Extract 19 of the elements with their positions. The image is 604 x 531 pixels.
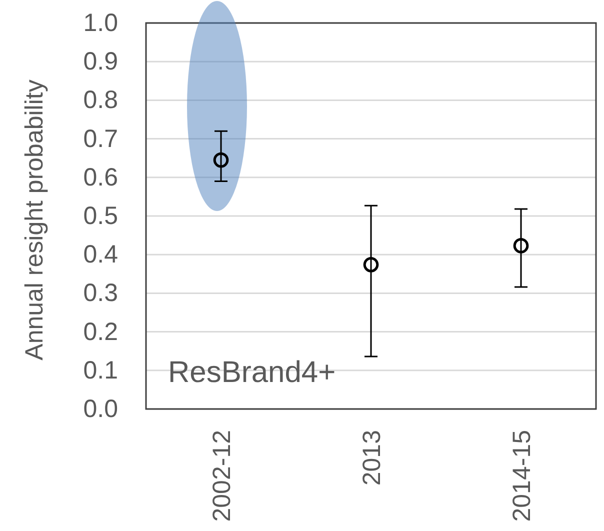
x-tick-label: 2014-15 [508,430,536,522]
y-tick-label: 0.1 [83,356,118,384]
point [363,256,379,272]
point [513,238,529,254]
y-tick-label: 0.0 [83,395,118,423]
y-axis-title: Annual resight probability [20,79,49,360]
annotation: ResBrand4+ [168,356,336,389]
y-tick-label: 1.0 [83,9,118,37]
x-tick-label: 2013 [358,430,386,486]
y-tick-label: 0.9 [83,48,118,76]
y-tick-label: 0.5 [83,202,118,230]
y-tick-label: 0.7 [83,124,118,153]
y-tick-label: 0.6 [83,163,118,192]
y-tick-label: 0.4 [83,240,118,269]
x-tick-label: 2002-12 [208,430,236,522]
y-tick-label: 0.3 [83,279,118,308]
point [213,152,229,168]
y-tick-label: 0.8 [83,86,118,114]
y-tick-label: 0.2 [83,318,118,346]
